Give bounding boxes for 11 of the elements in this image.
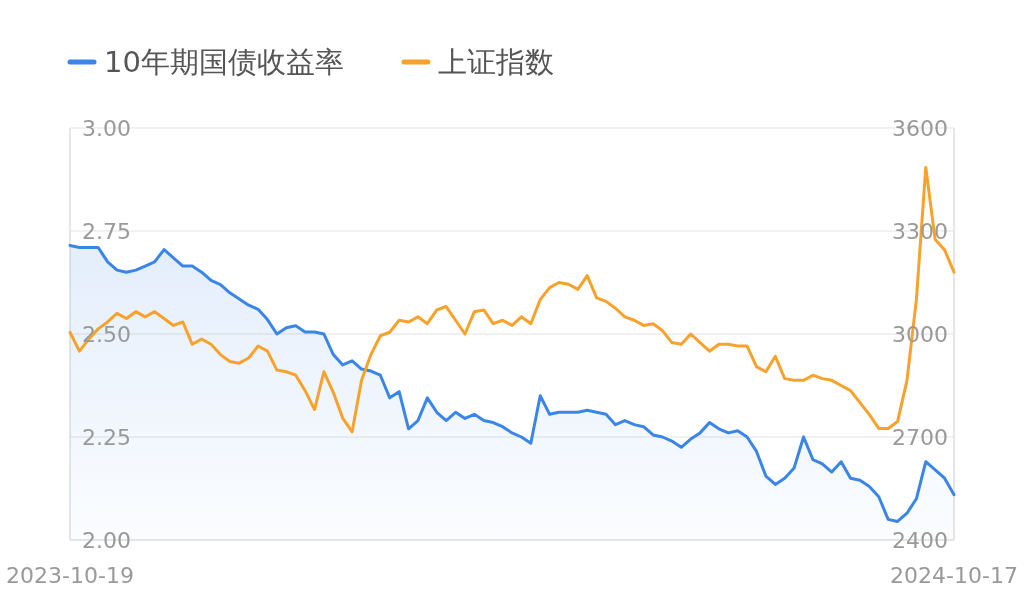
legend-label: 10年期国债收益率 [104, 45, 344, 79]
legend-label: 上证指数 [437, 45, 554, 79]
y2-tick-label: 3600 [892, 116, 948, 141]
y-tick-label: 2.25 [82, 425, 131, 450]
x-tick-label: 2024-10-17 [890, 563, 1018, 588]
y2-tick-label: 2400 [892, 528, 948, 553]
y-tick-label: 2.75 [82, 219, 131, 244]
y-tick-label: 2.00 [82, 528, 131, 553]
y2-tick-label: 2700 [892, 425, 948, 450]
y-tick-label: 3.00 [82, 116, 131, 141]
x-tick-label: 2023-10-19 [6, 563, 134, 588]
